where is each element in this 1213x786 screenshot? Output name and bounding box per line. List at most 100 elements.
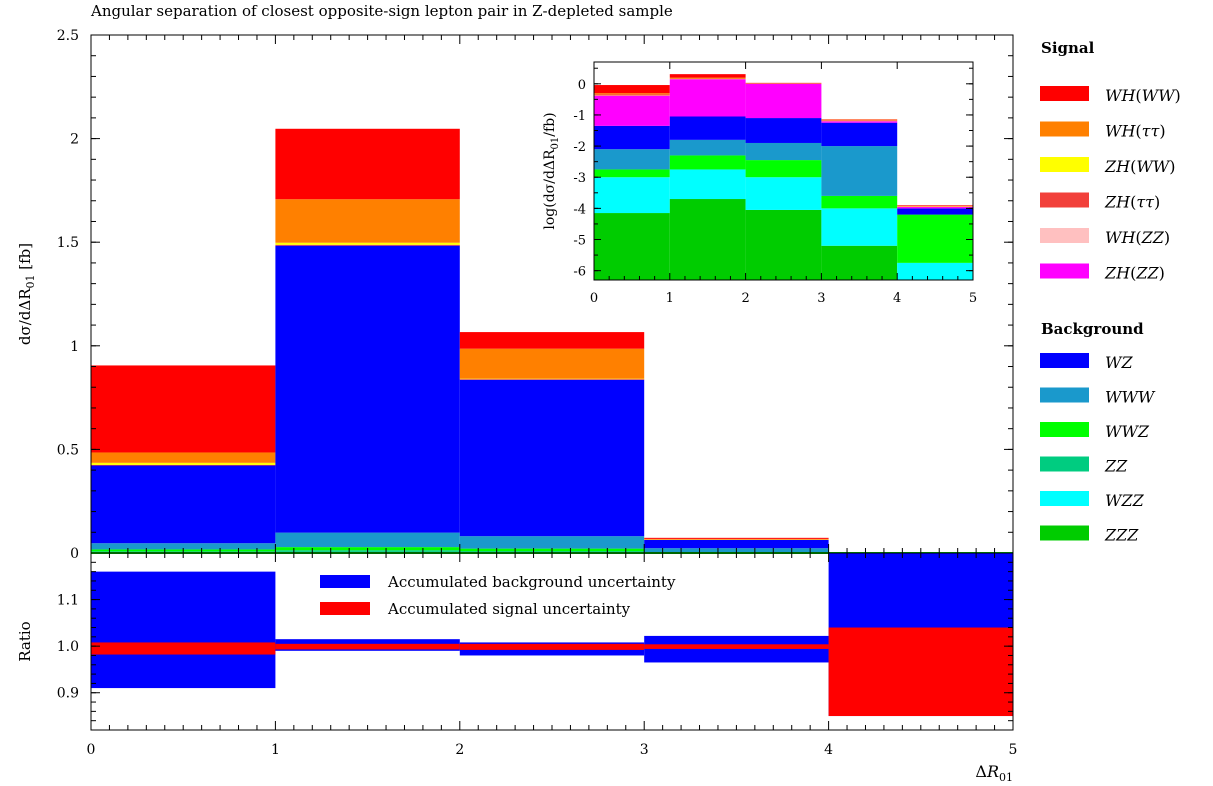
inset-bar-wzz-bin-2 bbox=[745, 177, 822, 210]
inset-x-tick-label: 2 bbox=[741, 291, 749, 306]
inset-x-tick-label: 5 bbox=[969, 291, 977, 306]
legend-swatch-wh-ww bbox=[1040, 86, 1089, 101]
bar-www-bin-0 bbox=[91, 543, 276, 550]
inset-panel: 0 -1 -2 -3 -4 -5 -6 0 1 2 3 4 5 log(dσ/dΔR01/fb) bbox=[542, 61, 977, 306]
signal-uncertainty-band-bin-1 bbox=[275, 643, 460, 650]
inset-bar-zh-tautau-bin-3 bbox=[821, 120, 898, 121]
inset-bar-wwz-bin-1 bbox=[669, 155, 746, 170]
legend-label-wzz: WZZ bbox=[1105, 491, 1145, 510]
legend-label-zzz: ZZZ bbox=[1104, 526, 1139, 545]
inset-y-tick-label: -2 bbox=[573, 140, 586, 155]
inset-bar-wz-bin-1 bbox=[669, 116, 746, 140]
y-tick-label: 0 bbox=[70, 546, 79, 562]
chart-title: Angular separation of closest opposite-s… bbox=[90, 2, 673, 20]
x-tick-label: 2 bbox=[455, 742, 464, 758]
legend-label-zh-ww: ZH(WW) bbox=[1104, 157, 1175, 176]
bar-wh-tautau-bin-2 bbox=[459, 348, 645, 379]
bar-zh-tautau-bin-0 bbox=[91, 464, 276, 466]
bar-www-bin-2 bbox=[459, 536, 645, 549]
ratio-y-tick-label: 1.0 bbox=[57, 639, 79, 655]
inset-bar-www-bin-2 bbox=[745, 142, 822, 161]
bar-wh-ww-bin-2 bbox=[459, 332, 645, 349]
inset-x-tick-label: 0 bbox=[590, 291, 598, 306]
inset-bar-wh-tautau-bin-3 bbox=[821, 119, 898, 121]
bar-wh-ww-bin-1 bbox=[275, 128, 460, 200]
inset-x-tick-label: 1 bbox=[666, 291, 674, 306]
legend-swatch-wz bbox=[1040, 353, 1089, 368]
signal-uncertainty-band-bin-2 bbox=[459, 643, 645, 650]
inset-y-tick-label: 0 bbox=[578, 78, 586, 93]
inset-bar-www-bin-0 bbox=[594, 149, 670, 170]
legend-swatch-zh-tautau bbox=[1040, 192, 1089, 208]
legend-swatch-wh-tautau bbox=[1040, 121, 1089, 137]
y-tick-label: 1.5 bbox=[57, 235, 79, 251]
inset-bar-wh-ww-bin-0 bbox=[594, 85, 670, 94]
legend-swatch-zzz bbox=[1040, 525, 1089, 541]
ratio-legend-signal-swatch bbox=[320, 602, 370, 615]
inset-bar-wzz-bin-0 bbox=[594, 177, 670, 214]
ratio-legend-signal-label: Accumulated signal uncertainty bbox=[387, 600, 631, 618]
legend-label-zh-zz: ZH(ZZ) bbox=[1104, 264, 1165, 283]
inset-bar-wh-ww-bin-4 bbox=[897, 205, 973, 206]
inset-bar-zh-zz-bin-4 bbox=[897, 206, 973, 209]
inset-y-axis-label: log(dσ/dΔR01/fb) bbox=[542, 112, 561, 229]
bar-zh-ww-bin-1 bbox=[275, 242, 460, 245]
x-tick-label: 1 bbox=[271, 742, 280, 758]
inset-x-tick-label: 3 bbox=[817, 291, 825, 306]
legend-swatch-wwz bbox=[1040, 422, 1089, 437]
inset-bar-wh-tautau-bin-1 bbox=[669, 77, 746, 79]
y-tick-label: 1 bbox=[70, 339, 79, 355]
inset-y-tick-label: -4 bbox=[573, 202, 586, 217]
inset-bar-zzz-bin-1 bbox=[669, 199, 746, 280]
inset-y-tick-label: -1 bbox=[573, 109, 586, 124]
legend-swatch-wzz bbox=[1040, 491, 1089, 506]
ratio-y-tick-label: 1.1 bbox=[57, 593, 79, 609]
legend-label-zh-tautau: ZH(ττ) bbox=[1104, 193, 1160, 212]
inset-frame bbox=[593, 61, 974, 281]
legend-label-wz: WZ bbox=[1105, 353, 1133, 372]
bar-wz-bin-1 bbox=[275, 245, 460, 533]
bar-wz-bin-2 bbox=[459, 379, 645, 537]
inset-bar-wh-tautau-bin-0 bbox=[594, 93, 670, 95]
y-tick-label: 0.5 bbox=[57, 442, 79, 458]
inset-bar-zh-zz-bin-2 bbox=[745, 83, 822, 119]
bar-zh-tautau-bin-1 bbox=[275, 244, 460, 246]
inset-y-tick-label: -5 bbox=[573, 234, 586, 249]
x-tick-label: 3 bbox=[640, 742, 649, 758]
y-tick-label: 2 bbox=[70, 132, 79, 148]
legend-swatch-zh-zz bbox=[1040, 263, 1089, 279]
inset-bar-zzz-bin-2 bbox=[745, 209, 822, 280]
inset-bar-zh-zz-bin-0 bbox=[594, 95, 670, 126]
inset-bar-zh-zz-bin-3 bbox=[821, 121, 898, 123]
legend: Signal WH(WW) WH(ττ) ZH(WW) ZH(ττ) WH(ZZ) ZH(Z… bbox=[1040, 39, 1181, 545]
bar-wh-ww-bin-0 bbox=[91, 365, 276, 453]
ratio-legend-background-label: Accumulated background uncertainty bbox=[387, 573, 676, 591]
inset-bar-www-bin-1 bbox=[669, 139, 746, 156]
background-uncertainty-band-bin-0 bbox=[91, 571, 276, 689]
legend-signal-title: Signal bbox=[1041, 39, 1095, 57]
signal-uncertainty-band-bin-0 bbox=[91, 642, 276, 655]
inset-y-tick-label: -3 bbox=[573, 171, 586, 186]
inset-bar-wz-bin-4 bbox=[897, 208, 973, 215]
inset-bar-wwz-bin-2 bbox=[745, 160, 822, 178]
inset-bar-zh-tautau-bin-0 bbox=[594, 94, 670, 96]
y-tick-label: 2.5 bbox=[57, 28, 79, 44]
bar-wh-tautau-bin-0 bbox=[91, 452, 276, 463]
signal-uncertainty-band-bin-3 bbox=[644, 644, 829, 649]
x-tick-label: 0 bbox=[87, 742, 96, 758]
inset-bar-wz-bin-3 bbox=[821, 122, 898, 147]
signal-uncertainty-band-bin-4 bbox=[828, 627, 1013, 717]
ratio-legend-background-swatch bbox=[320, 575, 370, 588]
ratio-y-tick-label: 0.9 bbox=[57, 686, 79, 702]
inset-bar-www-bin-3 bbox=[821, 146, 898, 196]
inset-bar-wwz-bin-4 bbox=[897, 214, 973, 263]
legend-background-title: Background bbox=[1041, 320, 1144, 338]
ratio-y-axis-label: Ratio bbox=[16, 621, 34, 661]
legend-label-wh-zz: WH(ZZ) bbox=[1105, 228, 1170, 247]
inset-bar-wzz-bin-3 bbox=[821, 208, 898, 246]
legend-label-www: WWW bbox=[1105, 388, 1156, 407]
legend-swatch-zz bbox=[1040, 456, 1089, 472]
bar-zh-tautau-bin-2 bbox=[459, 379, 645, 380]
inset-bar-zh-zz-bin-1 bbox=[669, 79, 746, 117]
